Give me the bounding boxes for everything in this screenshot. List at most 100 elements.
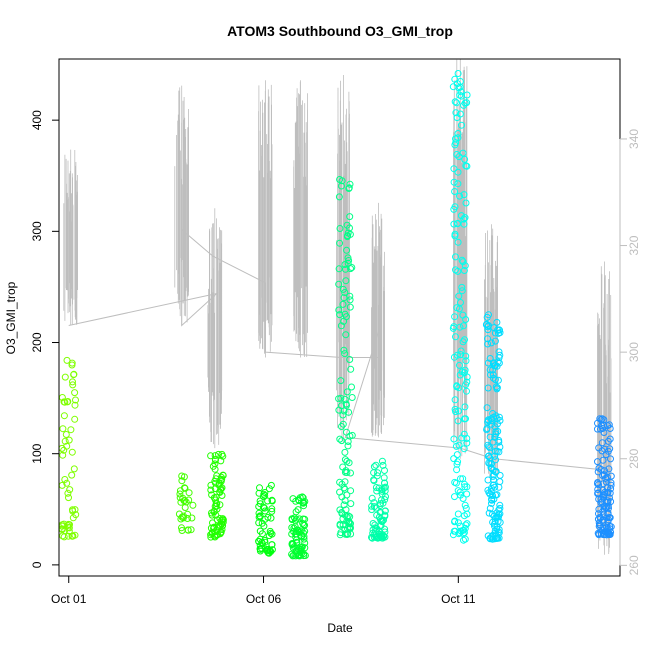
data-point [68,448,76,456]
data-point [343,246,351,254]
data-point [491,362,499,370]
data-point [491,433,499,441]
data-point [217,486,224,494]
data-point [372,461,380,469]
data-point [336,311,344,319]
data-point [255,513,263,521]
data-point [379,534,387,542]
data-point [343,513,351,521]
data-point [462,352,470,360]
point-cluster-8 [482,311,504,543]
data-point [343,388,351,396]
data-point [71,415,79,423]
data-point [66,486,74,494]
data-point [338,493,346,501]
data-point [453,99,461,107]
data-point [301,539,309,547]
data-point [452,139,460,147]
data-point [301,527,309,535]
data-point [463,373,471,381]
data-point [455,153,463,161]
data-point [461,483,469,491]
data-point [485,459,493,467]
data-point [450,178,458,186]
data-point [268,505,276,513]
data-point [489,438,497,446]
x-tick-label-0: Oct 01 [51,592,87,606]
data-point [491,522,498,530]
data-point [484,335,491,343]
data-point [181,484,189,492]
data-point [454,180,462,188]
data-point [178,524,185,532]
data-point [372,504,380,512]
data-point [595,464,603,472]
line-spike-4 [293,80,308,358]
data-point [342,313,350,321]
point-cluster-9 [594,415,615,539]
data-point [450,220,458,228]
data-point [298,543,306,551]
data-point [339,420,347,428]
data-point [71,531,79,539]
data-point [64,532,72,540]
data-point [596,514,604,522]
data-point [336,225,344,232]
data-point [71,401,79,409]
data-point [185,496,193,504]
data-point [264,513,272,521]
point-cluster-7 [449,70,471,544]
y-axis: 0 100 200 300 400 [30,110,60,568]
data-point [452,442,460,450]
data-point [381,479,388,487]
data-point [188,514,196,522]
data-point [381,496,389,504]
data-point [456,78,464,85]
data-point [179,514,187,522]
data-point [64,398,72,405]
data-point [486,366,494,374]
data-point [215,481,223,489]
data-point [452,135,459,143]
data-point [347,520,354,528]
data-point [268,507,276,515]
data-point [342,277,350,285]
data-point [452,333,459,341]
data-point [496,417,504,424]
data-point [211,460,219,468]
data-point [347,365,355,373]
data-point [463,439,471,447]
data-point [605,465,613,473]
y2-axis: 260 280 300 320 340 [619,129,641,575]
data-point [219,472,227,479]
data-point [607,481,615,489]
data-point [455,292,463,300]
data-point [61,476,69,483]
data-point [297,547,305,555]
data-point [491,483,499,491]
data-point [291,514,298,522]
data-point [496,501,504,509]
data-point [370,469,378,477]
data-point [463,91,471,99]
data-point [453,460,461,468]
data-point [450,435,458,443]
data-point [346,356,354,363]
data-point [336,520,344,528]
data-point [256,500,264,508]
data-point [598,415,606,423]
data-point [341,396,349,403]
data-point [207,531,215,539]
data-point [335,193,343,201]
data-point [268,496,276,504]
data-point [462,357,470,365]
data-point [336,435,344,443]
data-point [461,99,469,107]
data-point [68,359,76,367]
data-point [595,510,602,518]
data-point [71,506,79,514]
data-point [348,383,355,391]
data-point [211,465,219,473]
data-point [595,495,603,503]
data-point [181,497,189,504]
